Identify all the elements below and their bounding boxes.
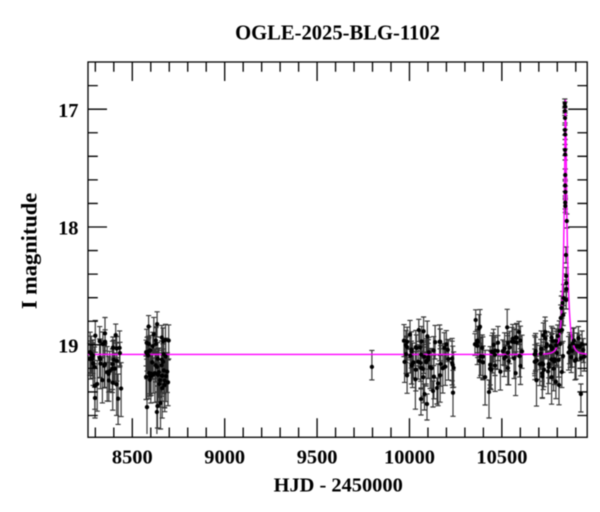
svg-text:I magnitude: I magnitude — [17, 193, 42, 309]
svg-text:10500: 10500 — [476, 447, 527, 469]
svg-text:19: 19 — [58, 335, 78, 357]
svg-text:9500: 9500 — [297, 447, 338, 469]
svg-text:9000: 9000 — [204, 447, 245, 469]
svg-text:8500: 8500 — [112, 447, 153, 469]
svg-text:10000: 10000 — [384, 447, 435, 469]
svg-text:18: 18 — [58, 218, 78, 240]
svg-text:17: 17 — [58, 100, 78, 122]
svg-text:OGLE-2025-BLG-1102: OGLE-2025-BLG-1102 — [235, 23, 440, 45]
svg-text:HJD - 2450000: HJD - 2450000 — [274, 475, 403, 497]
